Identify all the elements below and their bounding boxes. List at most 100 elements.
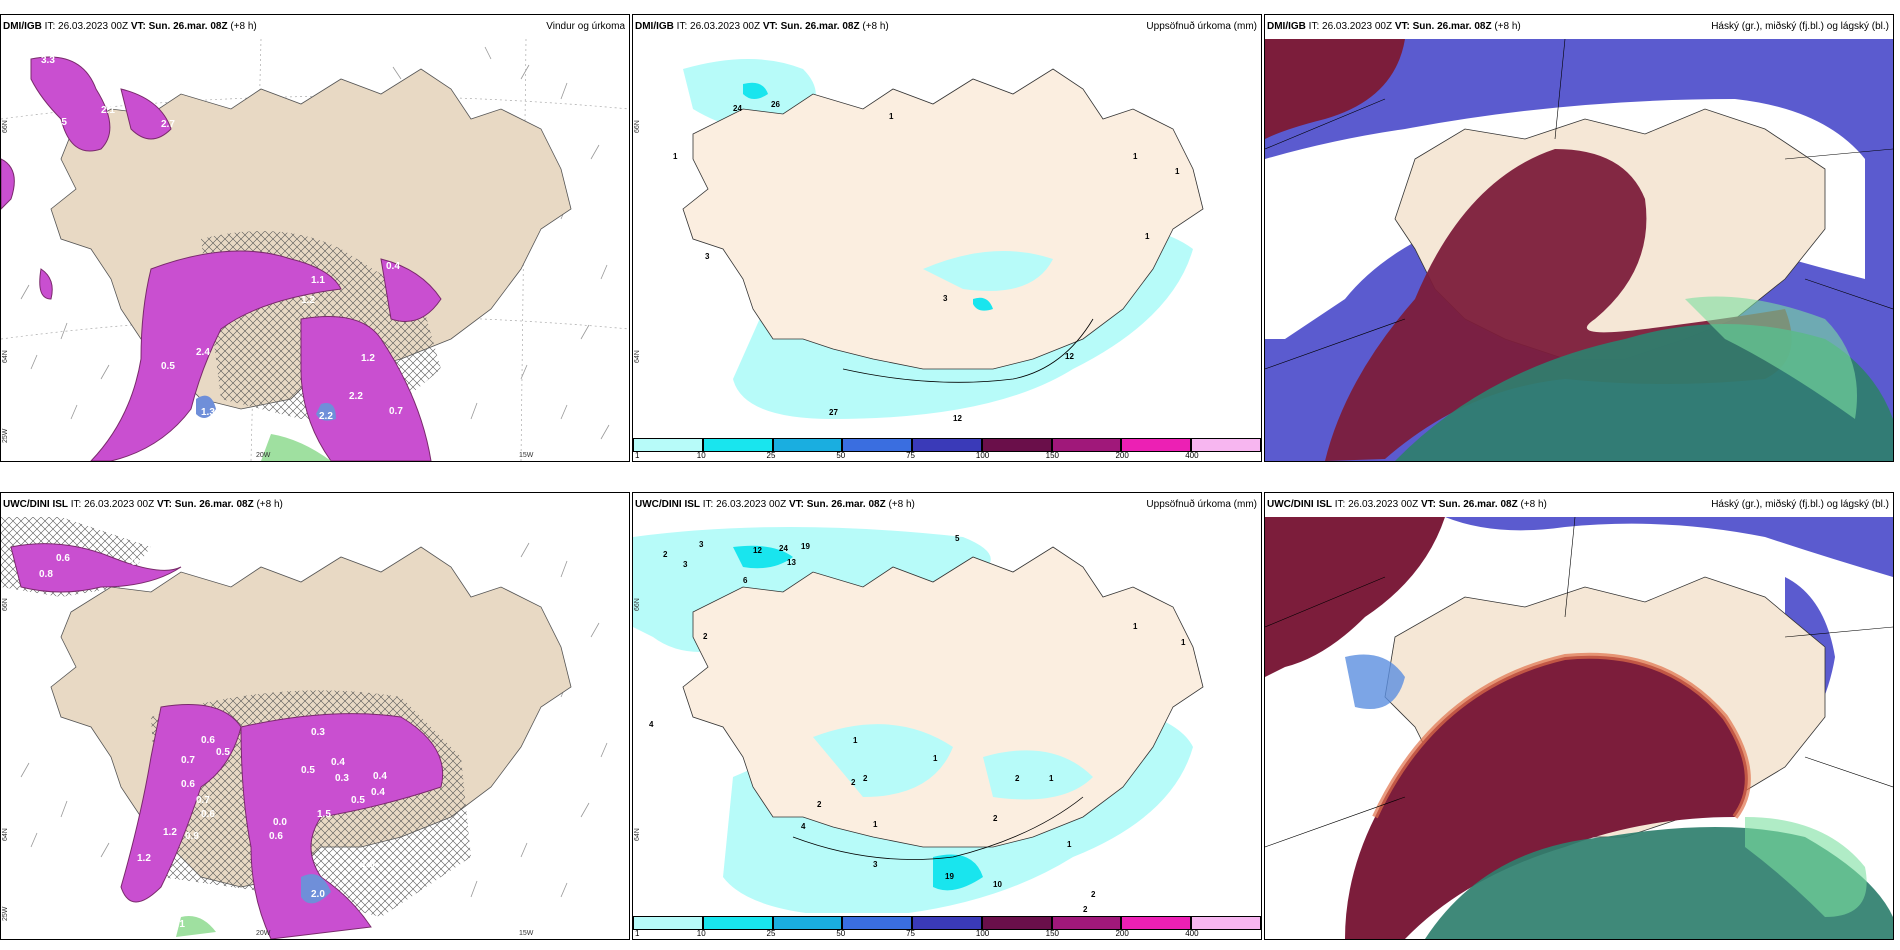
lead-time: (+8 h) <box>256 499 283 510</box>
accum-label: 24 <box>733 104 742 113</box>
colorbar-tick: 100 <box>975 929 990 938</box>
accum-label: 2 <box>1083 905 1088 914</box>
axis-labels: 66N 64N <box>634 120 641 363</box>
map-area[interactable]: 5 2 3 3 12 6 24 19 13 1 1 4 2 1 1 2 2 2 … <box>633 517 1261 939</box>
valid-time: Sun. 26.mar. 08Z <box>174 499 254 510</box>
precip-label: 0.4 <box>331 757 345 768</box>
precip-label: 0.6 <box>201 735 215 746</box>
accum-label: 3 <box>705 252 710 261</box>
accum-label: 1 <box>853 736 858 745</box>
accum-label: 1 <box>1181 638 1186 647</box>
precip-blue-core-2 <box>316 403 336 421</box>
lead-time: (+8 h) <box>888 499 915 510</box>
panel-dmi-wind-precip: DMI/IGB IT: 26.03.2023 00Z VT: Sun. 26.m… <box>0 14 630 462</box>
precip-label: 2.4 <box>196 347 210 358</box>
accum-label: 1 <box>889 112 894 121</box>
source-label: DMI/IGB <box>635 21 674 32</box>
precip-label: 0.9 <box>35 151 49 162</box>
accum-label: 1 <box>1049 774 1054 783</box>
precip-label: 0.6 <box>56 553 70 564</box>
precip-label: 0.6 <box>201 809 215 820</box>
precip-label: 2.0 <box>311 889 325 900</box>
accum-label: 1 <box>1133 152 1138 161</box>
accum-label: 12 <box>753 546 762 555</box>
panel-dmi-accum: DMI/IGB IT: 26.03.2023 00Z VT: Sun. 26.m… <box>632 14 1262 462</box>
axis-labels: 66N 64N 25W 20W 15W <box>2 598 534 937</box>
colorbar: 1 10 25 50 75 100 150 200 400 <box>633 913 1261 939</box>
precip-label: 1.2 <box>163 827 177 838</box>
valid-time: Sun. 26.mar. 08Z <box>148 21 228 32</box>
panel-title: Háský (gr.), miðský (fj.bl.) og lágský (… <box>1711 21 1889 32</box>
valid-label: VT: <box>156 499 172 510</box>
colorbar-swatch <box>912 438 982 452</box>
lat-label: 66N <box>2 598 9 611</box>
precip-label: 5.1 <box>171 919 185 930</box>
precip-label: 2.2 <box>349 391 363 402</box>
precip-label: 1.9 <box>361 859 375 870</box>
colorbar-swatch <box>981 916 1052 930</box>
valid-time: Sun. 26.mar. 08Z <box>806 499 886 510</box>
lon-label: 15W <box>519 930 534 937</box>
precip-label: 2.1 <box>441 361 455 372</box>
precip-label: 4.4 <box>153 451 167 461</box>
accum-label: 3 <box>683 560 688 569</box>
lead-time: (+8 h) <box>230 21 257 32</box>
colorbar-tick: 400 <box>1185 929 1199 938</box>
lat-label: 66N <box>634 598 641 611</box>
accum-label: 2 <box>863 774 868 783</box>
accum-label: 1 <box>873 820 878 829</box>
accum-label: 12 <box>1065 352 1074 361</box>
colorbar-tick: 50 <box>836 929 846 938</box>
precip-label: 0.8 <box>39 569 53 580</box>
panel-header: DMI/IGB IT: 26.03.2023 00Z VT: Sun. 26.m… <box>1265 15 1893 39</box>
precip-label: 0.6 <box>181 779 195 790</box>
lat-label: 64N <box>2 828 9 841</box>
map-area[interactable]: 1 24 26 1 1 1 1 3 3 27 12 12 66N 64N <box>633 39 1261 461</box>
precip-label: 2.7 <box>161 119 175 130</box>
precip-labels: 0.4 0.6 0.8 0.5 0.3 0.4 0.3 0.5 0.4 0.4 … <box>39 527 387 930</box>
accum-label: 2 <box>1091 890 1096 899</box>
colorbar-tick: 25 <box>766 929 776 938</box>
lat-label: 64N <box>634 828 641 841</box>
precip-label: 1.2 <box>137 853 151 864</box>
colorbar-swatch <box>842 438 913 452</box>
accum-label: 10 <box>993 880 1002 889</box>
accum-label: 19 <box>945 872 954 881</box>
accum-label: 1 <box>933 754 938 763</box>
map-area[interactable]: 0.4 0.6 0.8 0.5 0.3 0.4 0.3 0.5 0.4 0.4 … <box>1 517 629 939</box>
valid-time: Sun. 26.mar. 08Z <box>1412 21 1492 32</box>
map-area[interactable] <box>1265 517 1893 939</box>
accum-label: 2 <box>851 778 856 787</box>
iceland-land <box>682 68 1204 370</box>
source-label: UWC/DINI ISL <box>3 499 68 510</box>
precip-label: 0.6 <box>269 831 283 842</box>
cyan-inland <box>813 724 1093 800</box>
colorbar-tick: 1 <box>635 929 640 938</box>
map-area[interactable]: 3.3 2.1 2.7 1.5 0.9 1.1 1.2 0.4 2.4 0.5 … <box>1 39 629 461</box>
panel-header: UWC/DINI ISL IT: 26.03.2023 00Z VT: Sun.… <box>1 493 629 517</box>
precip-label: 0.7 <box>389 406 403 417</box>
valid-time: Sun. 26.mar. 08Z <box>780 21 860 32</box>
accum-labels: 1 24 26 1 1 1 1 3 3 27 12 12 <box>673 100 1180 423</box>
colorbar-tick: 10 <box>696 451 706 460</box>
panel-uwc-clouds: UWC/DINI ISL IT: 26.03.2023 00Z VT: Sun.… <box>1264 492 1894 940</box>
colorbar-tick: 75 <box>906 451 916 460</box>
colorbar-tick: 25 <box>766 451 776 460</box>
lead-time: (+8 h) <box>862 21 889 32</box>
precip-label: 1.2 <box>301 295 315 306</box>
colorbar-tick: 200 <box>1115 929 1129 938</box>
precip-purple <box>1 56 442 461</box>
accum-label: 2 <box>993 814 998 823</box>
precip-label: 0.4 <box>113 527 127 538</box>
accum-label: 19 <box>801 542 810 551</box>
init-time: IT: 26.03.2023 00Z <box>1334 499 1419 510</box>
high-cloud-maroon <box>1265 517 1748 939</box>
panel-title: Vindur og úrkoma <box>546 21 625 32</box>
accum-label: 1 <box>673 152 678 161</box>
colorbar-swatch <box>1051 916 1122 930</box>
axis-labels: 64N 66N <box>634 598 641 841</box>
source-label: DMI/IGB <box>3 21 42 32</box>
precip-green <box>261 434 331 461</box>
map-area[interactable] <box>1265 39 1893 461</box>
accum-label: 3 <box>943 294 948 303</box>
